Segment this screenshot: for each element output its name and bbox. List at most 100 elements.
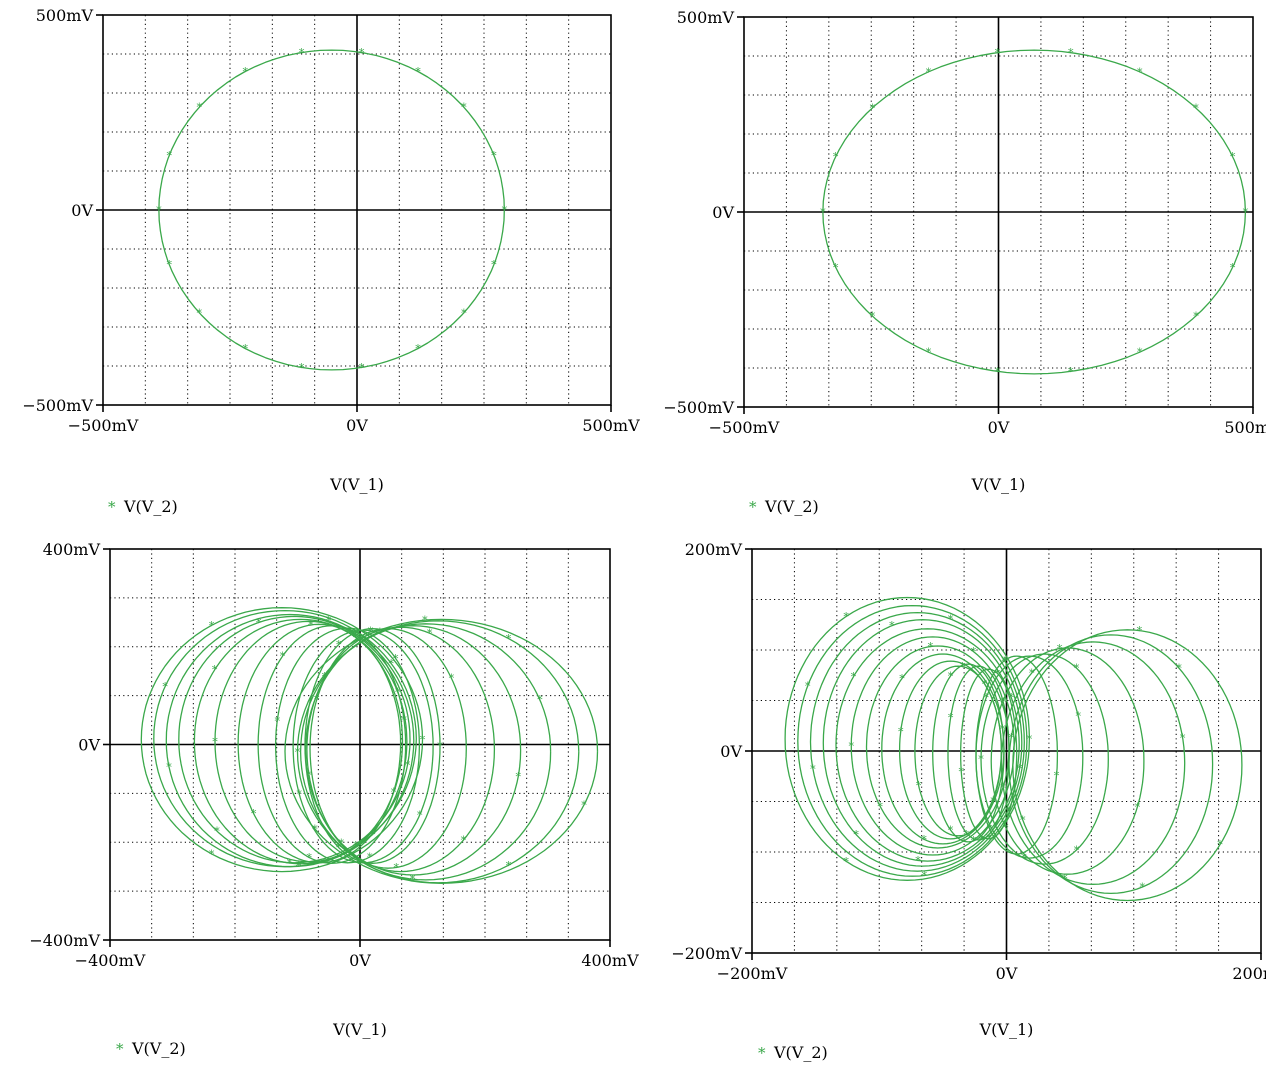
data-point-marker: * (405, 759, 411, 772)
data-point-marker: * (1137, 625, 1143, 638)
data-point-marker: * (274, 715, 280, 728)
series-loop (304, 628, 441, 864)
data-point-marker: * (1029, 667, 1035, 680)
data-point-marker: * (410, 873, 416, 886)
data-point-marker: * (1005, 811, 1011, 824)
data-point-marker: * (280, 650, 286, 663)
data-point-marker: * (167, 259, 173, 272)
x-axis-label: V(V_1) (971, 475, 1026, 494)
trace-group: * * * * * * * * * * * * * * * * * * (156, 47, 507, 375)
data-point-marker: * (299, 361, 305, 374)
data-point-marker: * (1135, 801, 1141, 814)
x-tick-label: 0V (349, 951, 371, 970)
x-axis-label: V(V_1) (332, 1020, 387, 1039)
y-tick-label: 500mV (677, 8, 735, 27)
data-point-marker: * (1230, 261, 1236, 274)
data-point-marker: * (502, 204, 508, 217)
data-point-marker: * (963, 829, 969, 842)
data-point-marker: * (849, 740, 855, 753)
data-point-marker: * (338, 837, 344, 850)
series-loop (299, 623, 552, 881)
data-point-marker: * (308, 619, 314, 632)
data-point-marker: * (156, 204, 162, 217)
series-loop (296, 620, 580, 884)
data-point-marker: * (1074, 844, 1080, 857)
series-loop (784, 596, 1031, 881)
data-point-marker: * (922, 869, 928, 882)
data-point-marker: * (1009, 692, 1015, 705)
x-tick-label: 500mV (582, 416, 640, 435)
chart-panel-1: −500mV 0V 500mV −500mV 0V 500mV V(V_1) * V(V_2) *… (22, 6, 640, 516)
x-tick-label: −500mV (68, 416, 139, 435)
x-tick-label: 0V (988, 418, 1010, 437)
data-point-marker: * (516, 770, 522, 783)
data-point-marker: * (983, 692, 989, 705)
data-point-marker: * (461, 101, 467, 114)
data-point-marker: * (948, 613, 954, 626)
series-loop (809, 611, 1025, 872)
series-loop (1012, 629, 1243, 902)
y-tick-label: −400mV (29, 931, 100, 950)
data-point-marker: * (990, 795, 996, 808)
data-point-marker: * (921, 833, 927, 846)
data-point-marker: * (449, 672, 455, 685)
data-point-marker: * (394, 861, 400, 874)
y-tick-label: 400mV (43, 540, 101, 559)
data-point-marker: * (242, 66, 248, 79)
x-tick-label: −400mV (75, 951, 146, 970)
chart-panel-2: −500mV 0V 500mV −500mV 0V 500mV V(V_1) * V(V_2) *… (663, 8, 1266, 516)
series-loop (822, 49, 1247, 375)
data-point-marker: * (415, 66, 421, 79)
legend-label: V(V_2) (764, 497, 819, 516)
data-point-marker: * (995, 47, 1001, 60)
series-loop (932, 663, 1005, 843)
data-point-marker: * (1057, 643, 1063, 656)
data-point-marker: * (843, 610, 849, 623)
legend-marker-icon: * (108, 498, 116, 516)
data-point-marker: * (1230, 151, 1236, 164)
data-point-marker: * (960, 661, 966, 674)
data-point-marker: * (306, 851, 312, 864)
data-point-marker: * (359, 361, 365, 374)
series-loop (797, 604, 1028, 877)
data-point-marker: * (1243, 206, 1249, 219)
data-point-marker: * (306, 769, 312, 782)
data-point-marker: * (299, 47, 305, 60)
legend-marker-icon: * (116, 1040, 124, 1058)
y-tick-label: 0V (71, 201, 93, 220)
x-tick-label: 200mV (1232, 964, 1266, 983)
data-point-marker: * (359, 47, 365, 60)
y-tick-label: 0V (720, 742, 742, 761)
series-loop (214, 620, 404, 863)
data-point-marker: * (353, 631, 359, 644)
series-loop (158, 49, 505, 371)
data-point-marker: * (1068, 365, 1074, 378)
series-loop (1008, 634, 1214, 895)
data-point-marker: * (422, 614, 428, 627)
data-point-marker: * (1137, 346, 1143, 359)
data-point-marker: * (415, 342, 421, 355)
series-loop (975, 655, 1084, 859)
data-point-marker: * (843, 855, 849, 868)
y-tick-label: 0V (712, 203, 734, 222)
series-loop (178, 615, 411, 864)
data-point-marker: * (212, 664, 218, 677)
data-point-marker: * (461, 834, 467, 847)
data-point-marker: * (336, 638, 342, 651)
series-loop (914, 665, 1003, 837)
data-point-marker: * (1017, 763, 1023, 776)
data-point-marker: * (314, 694, 320, 707)
series-loop (990, 647, 1145, 875)
series-loop (822, 619, 1023, 867)
trace-group: ****************************************… (140, 607, 599, 886)
data-point-marker: * (805, 680, 811, 693)
data-point-marker: * (1001, 655, 1007, 668)
data-point-marker: * (1009, 731, 1015, 744)
series-loop (292, 629, 434, 864)
data-point-marker: * (296, 788, 302, 801)
data-point-marker: * (1193, 310, 1199, 323)
data-point-marker: * (162, 681, 168, 694)
data-point-marker: * (417, 809, 423, 822)
data-point-marker: * (1193, 102, 1199, 115)
data-point-marker: * (461, 307, 467, 320)
